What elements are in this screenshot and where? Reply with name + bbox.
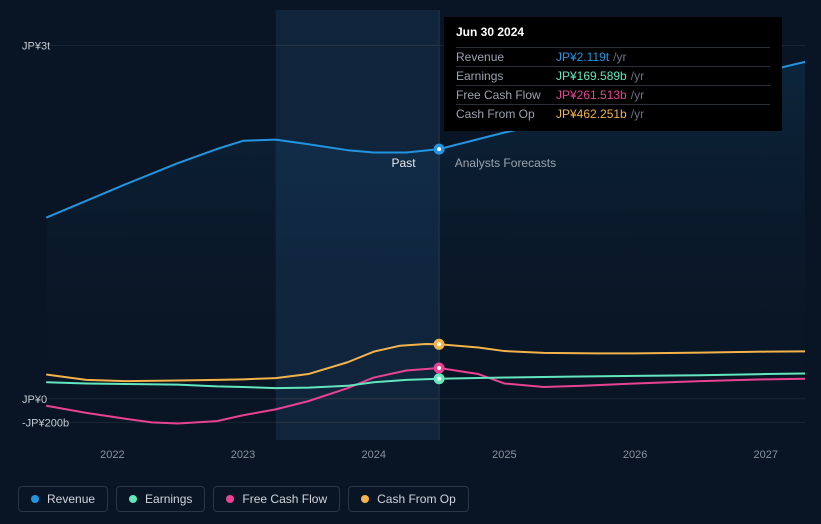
chart-annotation-forecast: Analysts Forecasts (455, 156, 556, 170)
tooltip-row: RevenueJP¥2.119t/yr (456, 47, 770, 66)
tooltip-metric-unit: /yr (631, 107, 644, 121)
legend-dot-icon (361, 495, 369, 503)
tooltip-metric-unit: /yr (631, 88, 644, 102)
tooltip-metric-label: Earnings (456, 69, 556, 83)
tooltip-metric-unit: /yr (613, 50, 626, 64)
legend-label: Earnings (145, 492, 192, 506)
tooltip-row: Cash From OpJP¥462.251b/yr (456, 104, 770, 123)
svg-text:JP¥3t: JP¥3t (22, 40, 50, 52)
svg-text:2025: 2025 (492, 449, 516, 461)
chart-tooltip: Jun 30 2024 RevenueJP¥2.119t/yrEarningsJ… (444, 17, 782, 131)
svg-text:2022: 2022 (100, 449, 124, 461)
legend-label: Revenue (47, 492, 95, 506)
svg-text:2026: 2026 (623, 449, 647, 461)
svg-text:2027: 2027 (754, 449, 778, 461)
tooltip-row: Free Cash FlowJP¥261.513b/yr (456, 85, 770, 104)
legend-dot-icon (129, 495, 137, 503)
legend-label: Cash From Op (377, 492, 456, 506)
svg-text:2024: 2024 (361, 449, 385, 461)
tooltip-metric-label: Cash From Op (456, 107, 556, 121)
legend-item[interactable]: Earnings (116, 486, 205, 512)
tooltip-row: EarningsJP¥169.589b/yr (456, 66, 770, 85)
tooltip-metric-value: JP¥169.589b (556, 69, 627, 83)
tooltip-metric-value: JP¥462.251b (556, 107, 627, 121)
chart-legend: Revenue Earnings Free Cash Flow Cash From O… (18, 486, 469, 512)
tooltip-metric-value: JP¥261.513b (556, 88, 627, 102)
svg-text:2023: 2023 (231, 449, 255, 461)
legend-dot-icon (226, 495, 234, 503)
chart-annotation-past: Past (392, 156, 416, 170)
tooltip-date: Jun 30 2024 (456, 25, 770, 43)
legend-dot-icon (31, 495, 39, 503)
tooltip-metric-value: JP¥2.119t (556, 50, 609, 64)
tooltip-metric-label: Revenue (456, 50, 556, 64)
tooltip-metric-unit: /yr (631, 69, 644, 83)
tooltip-metric-label: Free Cash Flow (456, 88, 556, 102)
svg-text:JP¥0: JP¥0 (22, 394, 47, 406)
legend-label: Free Cash Flow (242, 492, 327, 506)
legend-item[interactable]: Free Cash Flow (213, 486, 340, 512)
svg-text:-JP¥200b: -JP¥200b (22, 417, 69, 429)
legend-item[interactable]: Revenue (18, 486, 108, 512)
legend-item[interactable]: Cash From Op (348, 486, 469, 512)
